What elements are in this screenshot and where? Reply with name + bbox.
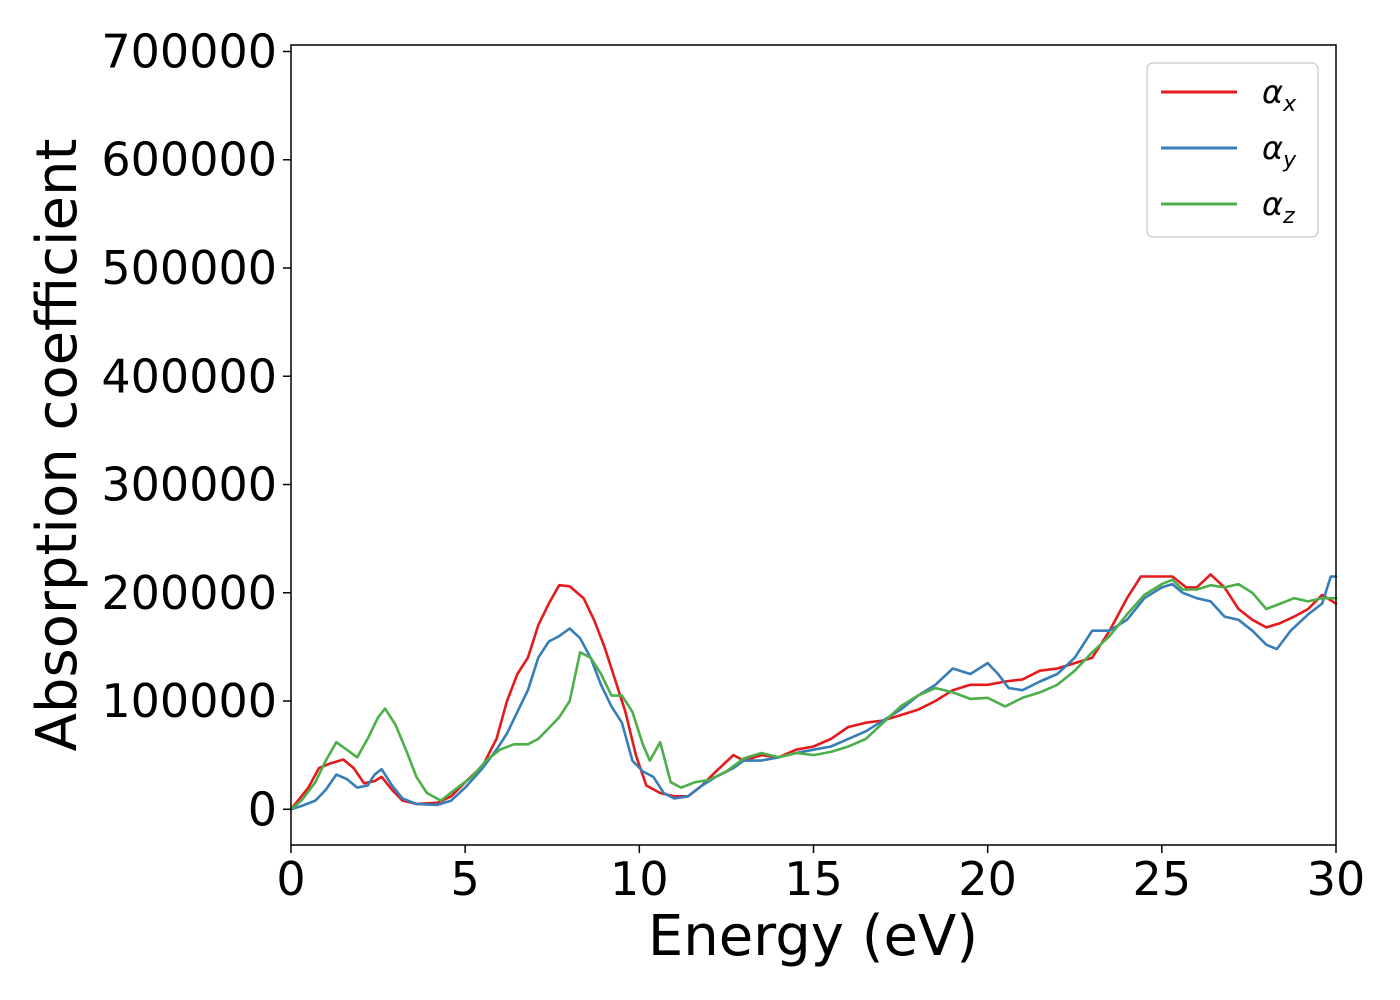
y-axis-label: Absorption coefficient xyxy=(25,139,90,752)
x-axis-label: Energy (eV) xyxy=(648,904,978,969)
legend-label-x: αx xyxy=(1262,73,1297,117)
y-tick-label: 500000 xyxy=(101,241,277,295)
series-line-z xyxy=(289,578,1338,811)
y-tick-label: 300000 xyxy=(101,458,277,512)
x-tick-label: 10 xyxy=(610,852,669,906)
series-line-x xyxy=(289,573,1338,811)
y-tick-label: 600000 xyxy=(101,133,277,187)
legend-label-z: αz xyxy=(1262,185,1295,229)
x-tick-label: 15 xyxy=(784,852,843,906)
legend-box xyxy=(1146,62,1319,238)
series-layer xyxy=(289,573,1338,811)
y-tick-label: 200000 xyxy=(101,566,277,620)
y-tick-label: 400000 xyxy=(101,349,277,403)
legend: αx αy αz xyxy=(1146,62,1319,238)
legend-items: αx αy αz xyxy=(1161,73,1297,229)
y-axis-ticks: 0 100000 200000 300000 400000 500000 600000 700… xyxy=(101,24,291,836)
x-axis-ticks: 0 5 10 15 20 25 30 xyxy=(276,845,1365,906)
x-tick-label: 25 xyxy=(1133,852,1192,906)
x-tick-label: 20 xyxy=(958,852,1017,906)
x-tick-label: 0 xyxy=(276,852,305,906)
y-tick-label: 700000 xyxy=(101,24,277,78)
x-tick-label: 5 xyxy=(451,852,480,906)
series-line-y xyxy=(289,575,1338,811)
x-tick-label: 30 xyxy=(1307,852,1366,906)
y-tick-label: 100000 xyxy=(101,674,277,728)
y-tick-label: 0 xyxy=(248,782,277,836)
legend-label-y: αy xyxy=(1262,129,1297,173)
